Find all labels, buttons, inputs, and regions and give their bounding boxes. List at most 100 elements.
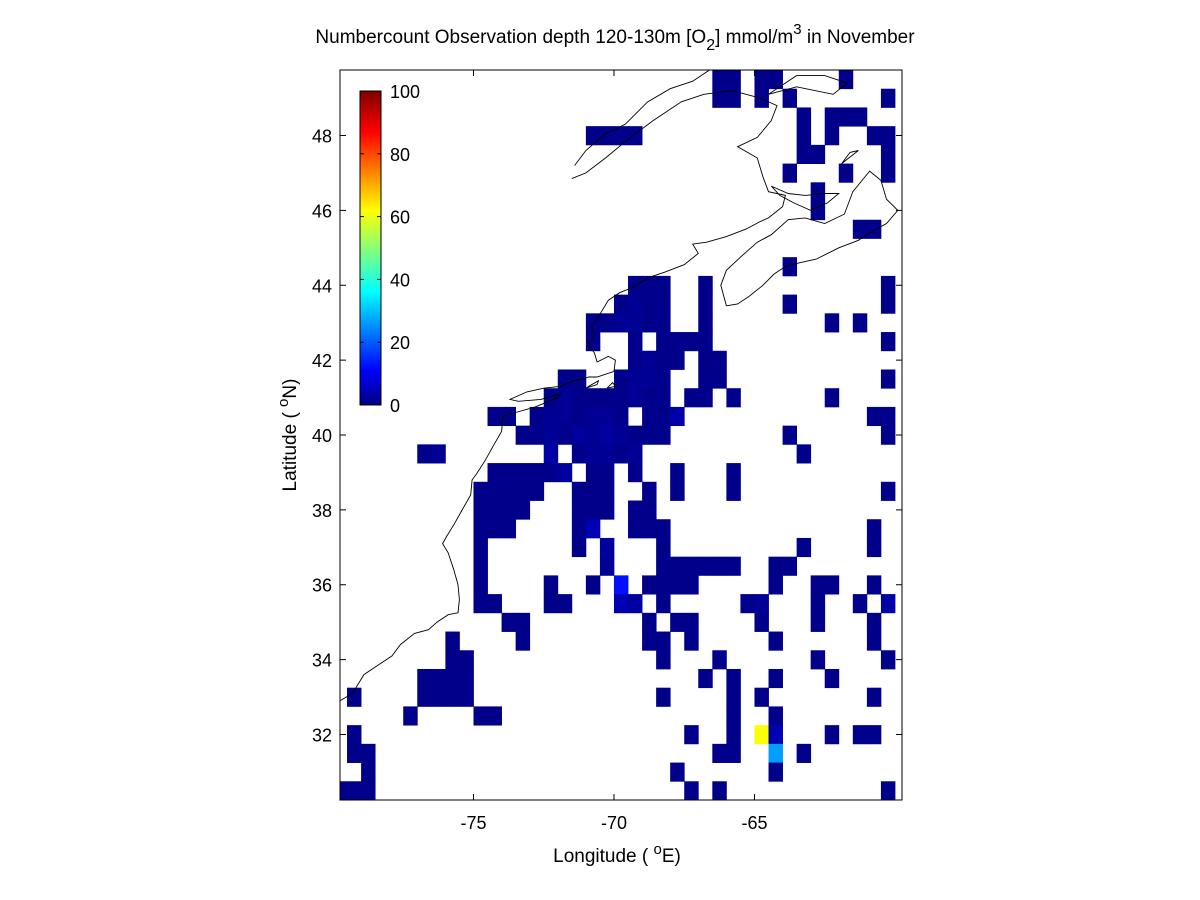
data-cell — [810, 650, 826, 670]
data-cell — [838, 107, 854, 127]
data-cell — [768, 668, 783, 689]
data-cell — [796, 444, 812, 464]
y-tick-label: 48 — [312, 127, 332, 147]
colorbar: 0 20 40 60 80 100 — [359, 82, 420, 416]
data-cell — [642, 519, 657, 539]
data-cell — [628, 500, 643, 520]
data-cell — [642, 350, 657, 370]
data-cell — [628, 594, 643, 614]
data-cell — [670, 332, 685, 352]
data-cell — [880, 126, 896, 146]
data-cell — [726, 70, 741, 90]
plot-area: -75 -70 -65 32 34 36 38 40 42 44 46 48 — [312, 69, 903, 833]
data-cell — [684, 332, 699, 352]
data-cell — [501, 481, 517, 501]
data-cell — [613, 126, 629, 146]
data-cell — [571, 369, 587, 389]
data-cell — [529, 406, 545, 427]
data-cell — [768, 725, 783, 745]
data-cell — [642, 275, 657, 296]
data-cell — [712, 70, 727, 90]
data-cell — [880, 650, 896, 670]
data-cell — [712, 781, 727, 800]
data-cell — [403, 706, 418, 726]
data-cell — [768, 575, 783, 595]
data-cell — [571, 500, 587, 520]
data-cell — [656, 313, 671, 333]
data-cell — [628, 126, 643, 146]
data-cell — [852, 594, 868, 614]
data-cell — [796, 743, 812, 763]
data-cell — [529, 463, 545, 483]
data-cell — [796, 144, 812, 164]
data-cell — [684, 556, 699, 576]
data-cell — [880, 369, 896, 389]
coastline-layer — [340, 70, 899, 702]
data-cell — [810, 594, 826, 614]
coastline — [841, 150, 859, 164]
data-cell — [726, 706, 741, 726]
data-cell — [585, 463, 601, 483]
data-cell — [585, 313, 601, 333]
data-cell — [417, 687, 432, 707]
data-cell — [684, 575, 699, 595]
data-cell — [866, 537, 882, 558]
data-cell — [656, 631, 671, 651]
data-cell — [740, 594, 755, 614]
data-cell — [810, 144, 826, 164]
data-cell — [501, 612, 517, 632]
data-cell — [824, 575, 840, 595]
x-axis-ticks: -75 -70 -65 — [460, 70, 767, 833]
data-cell — [684, 388, 699, 408]
data-cell — [445, 668, 460, 689]
data-cell — [361, 762, 376, 782]
data-cell — [515, 425, 531, 445]
x-axis-label: Longitude ( oE) — [553, 841, 681, 867]
data-cell — [698, 294, 713, 314]
data-cell — [642, 800, 656, 819]
data-cell — [880, 88, 896, 108]
data-cell — [726, 463, 741, 483]
data-cell — [712, 556, 727, 576]
data-cell — [599, 463, 615, 483]
data-cell — [529, 425, 545, 445]
data-cell — [543, 444, 559, 464]
data-cell — [642, 294, 657, 314]
data-cell — [585, 500, 601, 520]
data-cell — [754, 70, 769, 90]
data-cell — [712, 743, 727, 763]
data-cell — [642, 406, 657, 427]
data-cell — [754, 594, 769, 614]
data-cell — [599, 388, 615, 408]
data-cell — [599, 444, 615, 464]
data-cell — [782, 88, 798, 108]
data-cell — [599, 537, 615, 558]
data-cell — [585, 425, 601, 445]
data-cell — [613, 425, 629, 445]
data-cell — [880, 275, 896, 296]
data-cell — [810, 201, 826, 221]
data-cell — [712, 369, 727, 389]
data-cell — [768, 706, 783, 726]
data-cell — [656, 537, 671, 558]
colorbar-tick-label: 80 — [390, 145, 410, 165]
data-cell — [656, 650, 671, 670]
data-cell — [726, 481, 741, 501]
colorbar-tick-label: 20 — [390, 333, 410, 353]
data-cell — [880, 594, 896, 614]
data-cell — [585, 332, 601, 352]
data-cell — [698, 275, 713, 296]
data-cell — [838, 163, 854, 183]
data-cell — [656, 687, 671, 707]
data-cell — [628, 519, 643, 539]
data-cell — [656, 594, 671, 614]
data-cell — [585, 406, 601, 427]
data-cell — [768, 743, 783, 763]
data-cell — [642, 612, 657, 632]
data-cell — [880, 332, 896, 352]
data-cell — [712, 350, 727, 370]
data-cell — [656, 406, 671, 427]
data-cell — [487, 594, 502, 614]
data-cell — [501, 406, 517, 427]
